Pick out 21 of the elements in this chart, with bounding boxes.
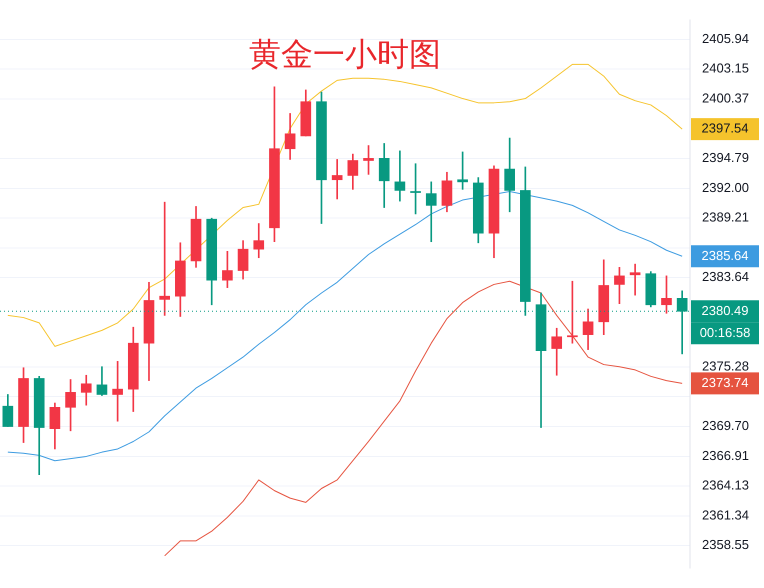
ref-line-label: 2380.49: [702, 302, 748, 318]
y-tick-label: 2366.91: [702, 448, 749, 463]
data-label: 2385.64: [702, 248, 748, 263]
y-tick-label: 2400.37: [702, 90, 749, 106]
text: 黄金一小时图: [249, 36, 441, 72]
y-tick-label: 2403.15: [702, 60, 749, 76]
candlestick: [410, 163, 421, 214]
y-tick-label: 2358.55: [702, 537, 749, 552]
data-label: 2373.74: [702, 374, 748, 390]
y-tick-label: 2369.70: [702, 418, 749, 434]
candlestick: [363, 145, 374, 175]
y-tick-label: 2405.94: [702, 30, 749, 46]
y-tick-label: 2389.21: [702, 210, 749, 225]
y-tick-label: 2392.00: [702, 180, 749, 195]
y-tick-label: 2375.28: [702, 358, 749, 374]
data-label: 2397.54: [702, 120, 748, 136]
y-tick-label: 2364.13: [702, 478, 749, 493]
y-tick-label: 2383.64: [702, 269, 749, 284]
text: 00:16:58: [700, 324, 750, 340]
y-tick-label: 2361.34: [702, 507, 749, 522]
y-tick-label: 2394.79: [702, 150, 749, 166]
